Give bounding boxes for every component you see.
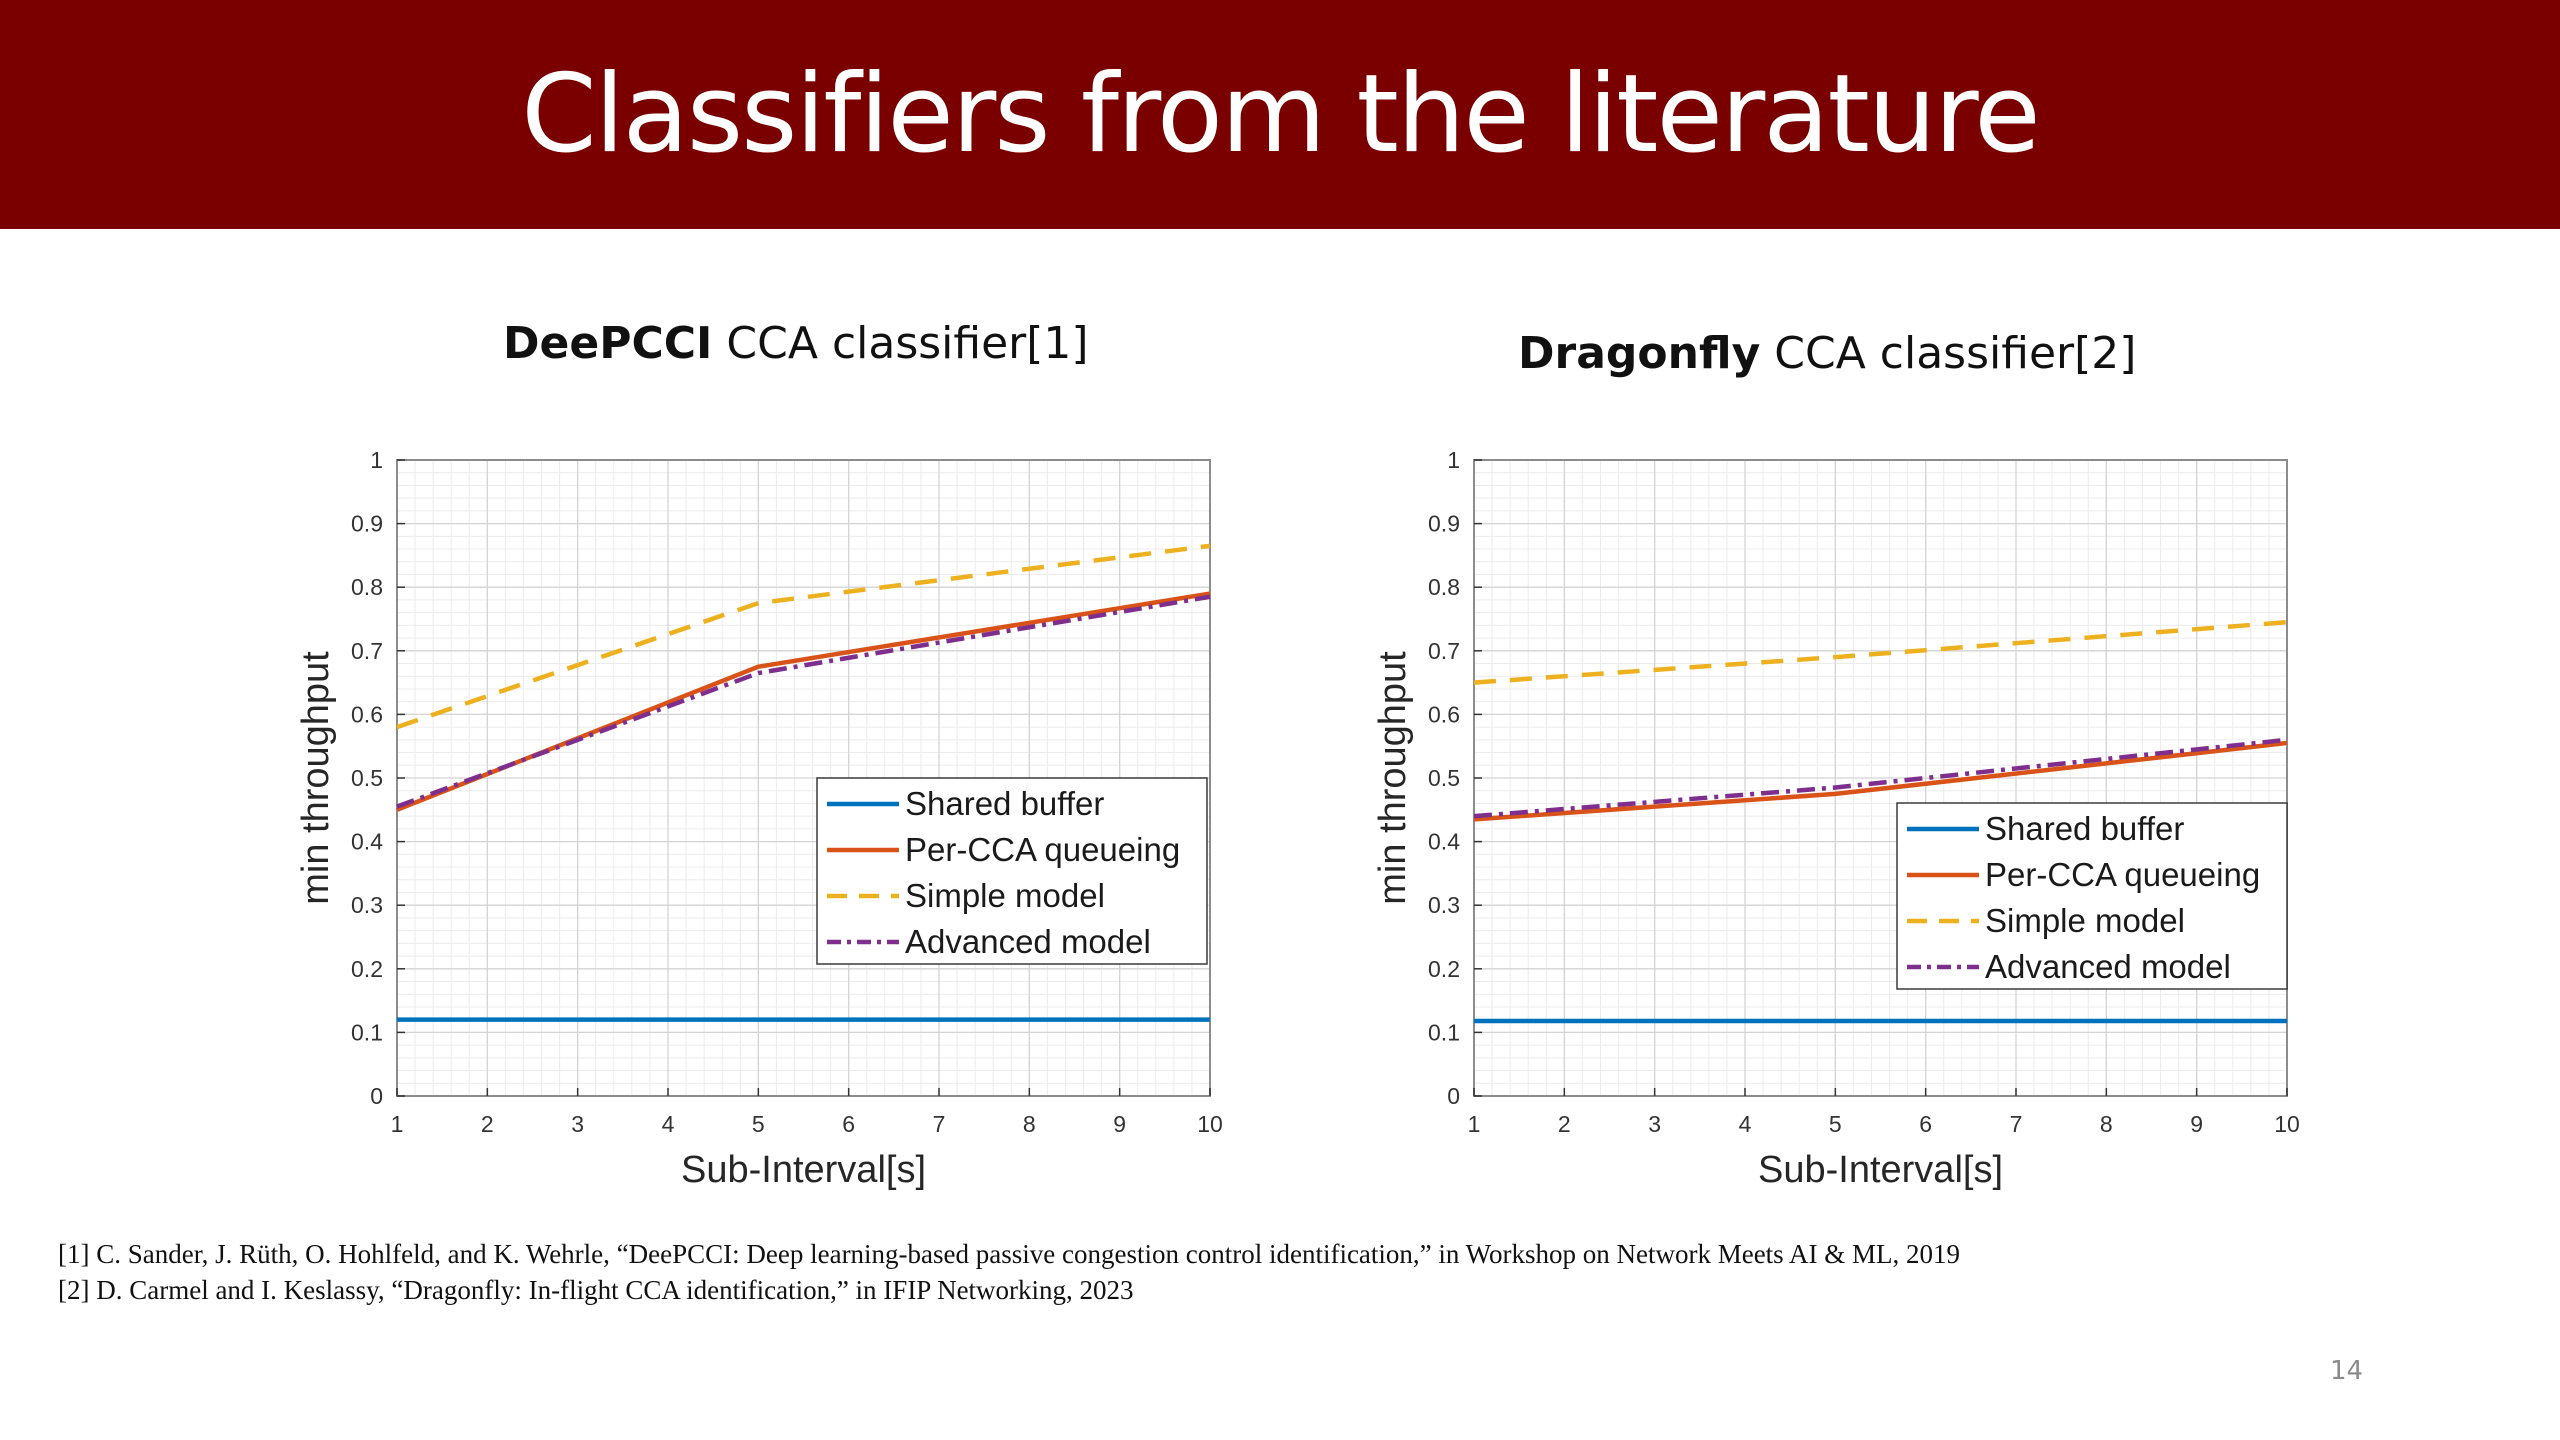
x-tick-label: 7 xyxy=(933,1111,946,1137)
y-tick-label: 0.6 xyxy=(351,701,383,727)
y-tick-label: 0.6 xyxy=(1428,701,1460,727)
chart-heading-rest: CCA classifier[1] xyxy=(712,318,1089,369)
y-tick-label: 0.2 xyxy=(351,956,383,982)
y-tick-label: 0 xyxy=(370,1083,383,1109)
x-tick-label: 3 xyxy=(571,1111,584,1137)
x-tick-label: 10 xyxy=(1197,1111,1223,1137)
legend-box xyxy=(1896,802,2288,990)
legend: Shared buffer Per-CCA queueing Simple mode… xyxy=(1896,802,2288,990)
legend-entry: Advanced model xyxy=(1985,948,2231,985)
y-tick-label: 0 xyxy=(1447,1083,1460,1109)
x-tick-label: 8 xyxy=(2100,1111,2113,1137)
x-tick-label: 4 xyxy=(1739,1111,1752,1137)
legend-entry: Shared buffer xyxy=(1985,810,2184,847)
legend-entry: Simple model xyxy=(905,877,1105,914)
chart-heading-rest: CCA classifier[2] xyxy=(1760,328,2137,379)
y-tick-label: 1 xyxy=(1447,447,1460,473)
y-tick-label: 0.1 xyxy=(1428,1019,1460,1045)
x-tick-label: 3 xyxy=(1648,1111,1661,1137)
legend: Shared buffer Per-CCA queueing Simple mode… xyxy=(816,777,1208,965)
x-tick-label: 10 xyxy=(2274,1111,2300,1137)
x-tick-label: 1 xyxy=(391,1111,404,1137)
x-tick-label: 9 xyxy=(1113,1111,1126,1137)
y-tick-label: 0.9 xyxy=(351,511,383,537)
y-tick-label: 0.7 xyxy=(351,638,383,664)
x-tick-label: 8 xyxy=(1023,1111,1036,1137)
reference-2: [2] D. Carmel and I. Keslassy, “Dragonfl… xyxy=(58,1275,1134,1305)
x-tick-label: 6 xyxy=(842,1111,855,1137)
legend-entry: Per-CCA queueing xyxy=(1985,856,2260,893)
x-tick-label: 2 xyxy=(1558,1111,1571,1137)
y-tick-label: 0.3 xyxy=(1428,892,1460,918)
x-tick-label: 7 xyxy=(2010,1111,2023,1137)
series-line xyxy=(396,594,1211,809)
slide-title: Classifiers from the literature xyxy=(521,52,2041,177)
x-tick-label: 1 xyxy=(1468,1111,1481,1137)
x-tick-label: 9 xyxy=(2190,1111,2203,1137)
series-line xyxy=(396,543,1211,730)
legend-entry: Per-CCA queueing xyxy=(905,831,1180,868)
x-tick-label: 6 xyxy=(1919,1111,1932,1137)
x-tick-label: 2 xyxy=(481,1111,494,1137)
series-line xyxy=(1473,737,2288,819)
y-tick-label: 1 xyxy=(370,447,383,473)
x-axis-label: Sub-Interval[s] xyxy=(681,1149,926,1191)
legend-entry: Simple model xyxy=(1985,902,2185,939)
chart-heading-deepcci: DeePCCI CCA classifier[1] xyxy=(503,318,1089,369)
y-tick-label: 0.2 xyxy=(1428,956,1460,982)
chart-heading-bold: Dragonfly xyxy=(1518,328,1761,379)
deepcci-chart: 0 0.1 0.2 0.3 0.4 0.5 0.6 0.7 0.8 0.9 1 1 2 3 4 5 6 7 8 9 10… xyxy=(295,447,1223,1191)
dragonfly-chart: 0 0.1 0.2 0.3 0.4 0.5 0.6 0.7 0.8 0.9 1 1 2 3 4 5 6 7 8 9 10… xyxy=(1372,447,2300,1191)
chart-heading-dragonfly: Dragonfly CCA classifier[2] xyxy=(1518,328,2136,379)
x-tick-label: 5 xyxy=(1829,1111,1842,1137)
y-tick-label: 0.5 xyxy=(1428,765,1460,791)
y-tick-label: 0.9 xyxy=(1428,511,1460,537)
y-tick-label: 0.7 xyxy=(1428,638,1460,664)
y-axis-label: min throughput xyxy=(295,651,337,905)
chart-heading-bold: DeePCCI xyxy=(503,318,713,369)
y-tick-label: 0.4 xyxy=(1428,829,1460,855)
references: [1] C. Sander, J. Rüth, O. Hohlfeld, and… xyxy=(58,1236,1960,1308)
page-number: 14 xyxy=(2330,1356,2364,1386)
legend-box xyxy=(816,777,1208,965)
x-tick-label: 4 xyxy=(662,1111,675,1137)
x-axis-label: Sub-Interval[s] xyxy=(1758,1149,2003,1191)
y-tick-label: 0.5 xyxy=(351,765,383,791)
series-line xyxy=(396,591,1211,812)
legend-entry: Advanced model xyxy=(905,923,1151,960)
title-banner xyxy=(0,0,2560,229)
reference-1: [1] C. Sander, J. Rüth, O. Hohlfeld, and… xyxy=(58,1239,1960,1269)
y-tick-label: 0.1 xyxy=(351,1019,383,1045)
series-line xyxy=(1473,619,2288,685)
y-tick-label: 0.3 xyxy=(351,892,383,918)
y-tick-label: 0.8 xyxy=(1428,574,1460,600)
x-tick-label: 5 xyxy=(752,1111,765,1137)
series-line xyxy=(1473,740,2288,822)
legend-entry: Shared buffer xyxy=(905,785,1104,822)
y-tick-label: 0.4 xyxy=(351,829,383,855)
y-tick-label: 0.8 xyxy=(351,574,383,600)
y-axis-label: min throughput xyxy=(1372,651,1414,905)
